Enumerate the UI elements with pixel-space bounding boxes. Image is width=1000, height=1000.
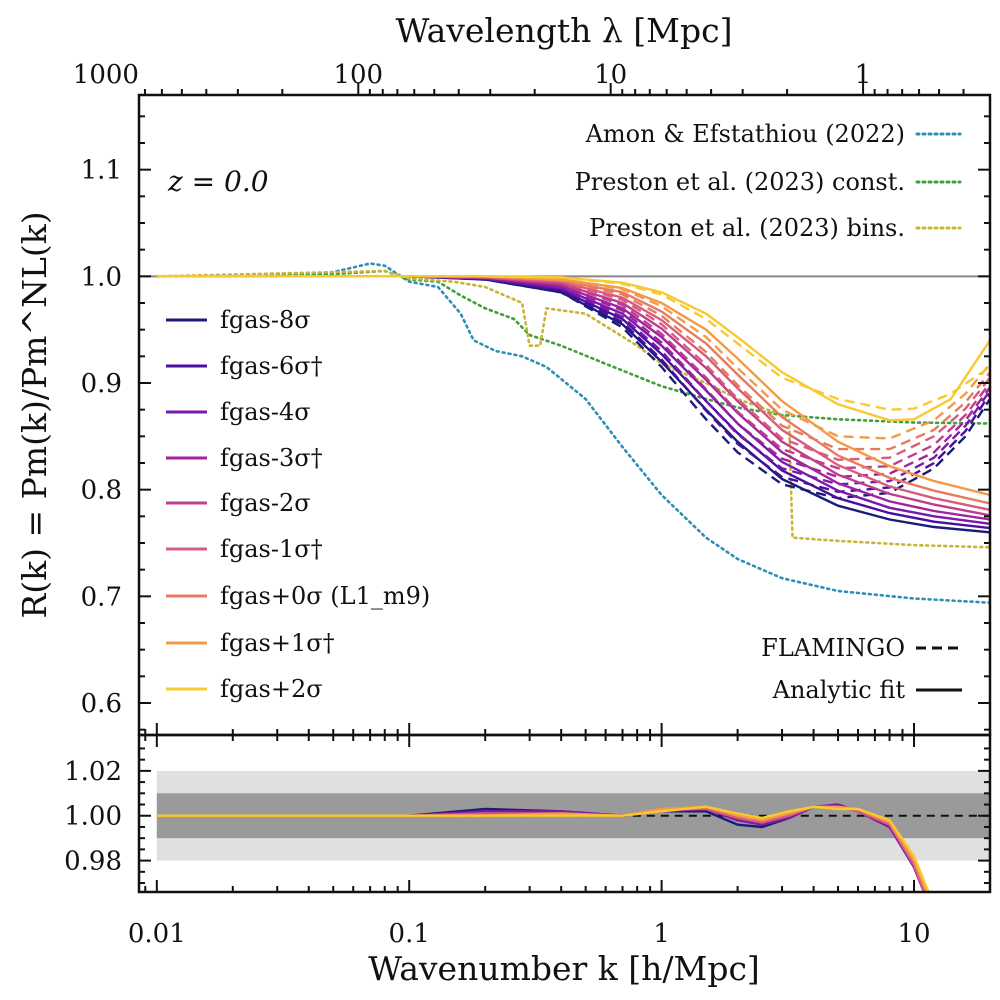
x-tick-label: 0.01 [128,919,186,949]
legend-label-preston-const: Preston et al. (2023) const. [575,168,905,196]
legend-label-flamingo: FLAMINGO [761,634,905,662]
top-axis-title: Wavelength λ [Mpc] [396,11,733,50]
literature-legend: Amon & Efstathiou (2022) Preston et al. … [575,120,962,242]
top-axis-tick-label: 1 [855,60,872,90]
top-axis-tick-label: 1000 [73,60,139,90]
ratio-curve-fgas-2 [156,805,930,892]
x-tick-label: 10 [897,919,930,949]
redshift-label: z = 0.0 [167,165,269,198]
ratio-y-tick-label: 1.02 [64,757,122,787]
legend-label-fgas-m4: fgas-4σ [220,398,311,426]
main-y-tick-label: 0.7 [81,582,122,612]
legend-label-analytic-fit: Analytic fit [772,676,906,704]
ratio-y-tick-label: 1.00 [64,802,122,832]
legend-label-fgas-m6: fgas-6σ† [220,352,323,380]
legend-label-amon: Amon & Efstathiou (2022) [585,120,905,148]
top-axis-tick-label: 100 [333,60,383,90]
literature-curve-amon-efstathiou-2022 [155,262,990,604]
main-y-tick-label: 1.0 [81,262,122,292]
ratio-panel [137,733,992,894]
legend-label-preston-bins: Preston et al. (2023) bins. [589,214,905,242]
main-panel [137,93,992,737]
ratio-curves [156,770,990,892]
fit-curve-fgas-2 [156,275,990,422]
main-y-tick-label: 1.1 [81,156,122,186]
main-y-tick-label: 0.8 [81,476,122,506]
axis-ticks: 0.01 0.1 1 10 1000 100 10 1 0.6 0.7 0.8 0.9 1.0 1.1 0.… [64,60,991,949]
top-axis-tick-label: 10 [594,60,627,90]
main-y-axis-title: R(k) = Pm(k)/Pm^NL(k) [15,211,54,618]
legend-label-fgas-m8: fgas-8σ [220,306,311,334]
series-legend: fgas-8σ fgas-6σ† fgas-4σ fgas-3σ† fgas-2… [166,306,430,703]
legend-label-fgas-m2: fgas-2σ [220,489,311,517]
ratio-panel-frame [137,733,992,894]
legend-label-fgas-m1: fgas-1σ† [220,535,323,563]
style-legend: FLAMINGO Analytic fit [761,634,962,704]
legend-label-fgas-m3: fgas-3σ† [220,444,323,472]
main-y-tick-label: 0.9 [81,369,122,399]
x-tick-label: 0.1 [389,919,430,949]
literature-curve-preston-et-al-2023-bins [155,269,990,549]
x-tick-label: 1 [653,919,670,949]
legend-label-fgas-p2: fgas+2σ [220,675,323,703]
bottom-axis-title: Wavenumber k [h/Mpc] [368,949,760,988]
ratio-y-tick-label: 0.98 [64,847,122,877]
literature-curve-preston-et-al-2023-const [155,269,990,425]
legend-label-fgas-p0: fgas+0σ (L1_m9) [220,582,430,610]
main-y-tick-label: 0.6 [81,689,122,719]
legend-label-fgas-p1: fgas+1σ† [220,629,335,657]
main-curves [139,262,990,604]
